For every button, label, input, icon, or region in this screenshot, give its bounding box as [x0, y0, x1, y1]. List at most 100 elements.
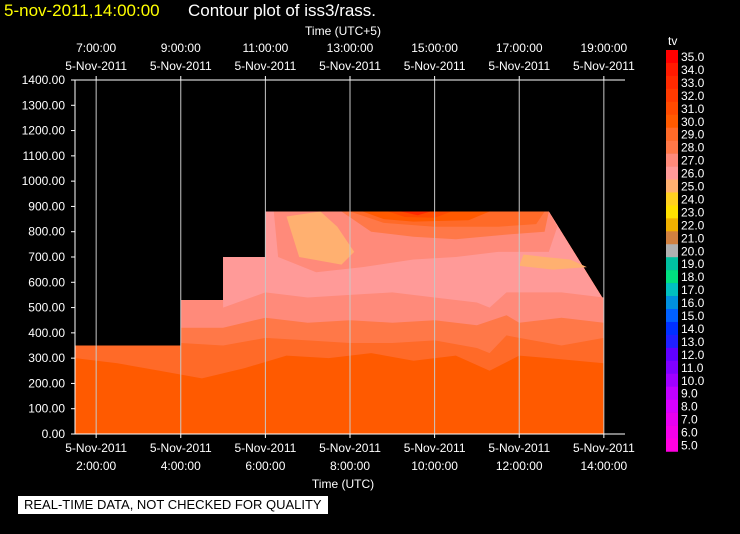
colorbar-level-label: 24.0	[681, 192, 705, 206]
x-bottom-tick-time: 8:00:00	[330, 459, 370, 473]
x-top-tick-date: 5-Nov-2011	[234, 59, 296, 73]
colorbar-level-label: 32.0	[681, 89, 705, 103]
y-tick-label: 100.00	[28, 402, 65, 416]
colorbar-level-label: 13.0	[681, 335, 705, 349]
colorbar-swatch	[666, 309, 678, 323]
colorbar-swatch	[666, 360, 678, 375]
contour-band-7	[519, 254, 587, 270]
colorbar-label: tv	[668, 34, 677, 48]
x-top-tick-time: 15:00:00	[411, 41, 458, 55]
x-top-tick-time: 11:00:00	[242, 41, 288, 55]
contour-band-12	[400, 211, 431, 216]
colorbar-level-label: 21.0	[681, 231, 705, 245]
x-bottom-tick-time: 6:00:00	[245, 459, 285, 473]
colorbar-swatch	[666, 386, 678, 400]
x-top-tick-time: 9:00:00	[161, 41, 201, 55]
colorbar-level-label: 14.0	[681, 322, 705, 336]
colorbar-level-label: 22.0	[681, 218, 705, 232]
colorbar-level-label: 8.0	[681, 400, 698, 414]
y-tick-label: 900.00	[28, 199, 65, 213]
colorbar-level-label: 19.0	[681, 257, 705, 271]
colorbar-level-label: 31.0	[681, 102, 705, 116]
colorbar-swatch	[666, 321, 678, 336]
colorbar-level-label: 10.0	[681, 374, 705, 388]
colorbar-level-label: 28.0	[681, 141, 705, 155]
y-tick-label: 1300.00	[22, 98, 66, 112]
colorbar-level-label: 26.0	[681, 167, 705, 181]
x-bottom-tick-date: 5-Nov-2011	[319, 441, 381, 455]
plot-title: Contour plot of iss3/rass.	[188, 1, 377, 20]
colorbar-swatch	[666, 205, 678, 219]
y-tick-label: 1200.00	[22, 124, 66, 138]
colorbar-swatch	[666, 399, 678, 413]
y-tick-label: 200.00	[28, 376, 65, 390]
contour-band-6	[286, 211, 355, 265]
y-tick-label: 1000.00	[22, 174, 66, 188]
colorbar-swatch	[666, 334, 678, 349]
colorbar-level-label: 9.0	[681, 387, 698, 401]
colorbar-level-label: 35.0	[681, 50, 705, 64]
colorbar-swatch	[666, 88, 678, 103]
x-bottom-tick-date: 5-Nov-2011	[65, 441, 127, 455]
colorbar-swatch	[666, 153, 678, 167]
x-bottom-tick-date: 5-Nov-2011	[573, 441, 635, 455]
x-top-tick-date: 5-Nov-2011	[319, 59, 381, 73]
plot-date-label: 5-nov-2011,14:00:00	[4, 1, 160, 20]
colorbar-level-label: 5.0	[681, 439, 698, 453]
colorbar-level-label: 33.0	[681, 76, 705, 90]
colorbar-swatch	[666, 192, 678, 206]
colorbar-swatch	[666, 425, 678, 439]
x-bottom-tick-time: 12:00:00	[496, 459, 543, 473]
colorbar-level-label: 15.0	[681, 309, 705, 323]
colorbar-swatch	[666, 140, 678, 154]
colorbar: 35.034.033.032.031.030.029.028.027.026.0…	[666, 50, 705, 453]
y-tick-label: 1100.00	[23, 149, 66, 163]
x-bottom-tick-time: 2:00:00	[76, 459, 116, 473]
colorbar-level-label: 34.0	[681, 63, 705, 77]
x-top-tick-time: 7:00:00	[76, 41, 116, 55]
colorbar-swatch	[666, 127, 678, 141]
colorbar-level-label: 16.0	[681, 296, 705, 310]
colorbar-swatch	[666, 101, 678, 116]
colorbar-swatch	[666, 218, 678, 232]
colorbar-level-label: 17.0	[681, 283, 705, 297]
x-top-tick-time: 17:00:00	[496, 41, 543, 55]
x-bottom-tick-date: 5-Nov-2011	[234, 441, 296, 455]
x-top-tick-time: 13:00:00	[327, 41, 374, 55]
colorbar-swatch	[666, 50, 678, 64]
x-top-tick-date: 5-Nov-2011	[573, 59, 635, 73]
contour-bands	[75, 211, 604, 434]
colorbar-swatch	[666, 244, 678, 258]
x-top-tick-date: 5-Nov-2011	[150, 59, 212, 73]
x-top-tick-date: 5-Nov-2011	[488, 59, 550, 73]
x-bottom-tick-date: 5-Nov-2011	[488, 441, 550, 455]
colorbar-level-label: 7.0	[681, 413, 698, 427]
x-bottom-tick-time: 14:00:00	[580, 459, 627, 473]
x-bottom-tick-date: 5-Nov-2011	[150, 441, 212, 455]
colorbar-swatch	[666, 231, 678, 245]
colorbar-swatch	[666, 179, 678, 193]
y-tick-label: 300.00	[28, 351, 65, 365]
colorbar-level-label: 6.0	[681, 426, 698, 440]
colorbar-level-label: 18.0	[681, 270, 705, 284]
colorbar-swatch	[666, 283, 678, 297]
y-tick-label: 600.00	[28, 275, 65, 289]
axes: 0.00 100.00 200.00 300.00 400.00 500.00 600.00…	[22, 41, 635, 473]
y-tick-label: 800.00	[28, 225, 65, 239]
x-top-tick-date: 5-Nov-2011	[65, 59, 127, 73]
colorbar-level-label: 20.0	[681, 244, 705, 258]
colorbar-swatch	[666, 347, 678, 362]
x-top-axis-label: Time (UTC+5)	[305, 24, 381, 38]
y-tick-label: 0.00	[42, 427, 66, 441]
colorbar-level-label: 12.0	[681, 348, 705, 362]
colorbar-swatch	[666, 62, 678, 77]
y-tick-label: 500.00	[28, 301, 65, 315]
colorbar-level-label: 25.0	[681, 180, 705, 194]
colorbar-level-label: 29.0	[681, 128, 705, 142]
colorbar-swatch	[666, 373, 678, 387]
quality-warning-banner: REAL-TIME DATA, NOT CHECKED FOR QUALITY	[18, 496, 328, 514]
x-bottom-axis-label: Time (UTC)	[312, 477, 374, 491]
colorbar-level-label: 11.0	[681, 361, 704, 375]
x-bottom-tick-date: 5-Nov-2011	[404, 441, 466, 455]
